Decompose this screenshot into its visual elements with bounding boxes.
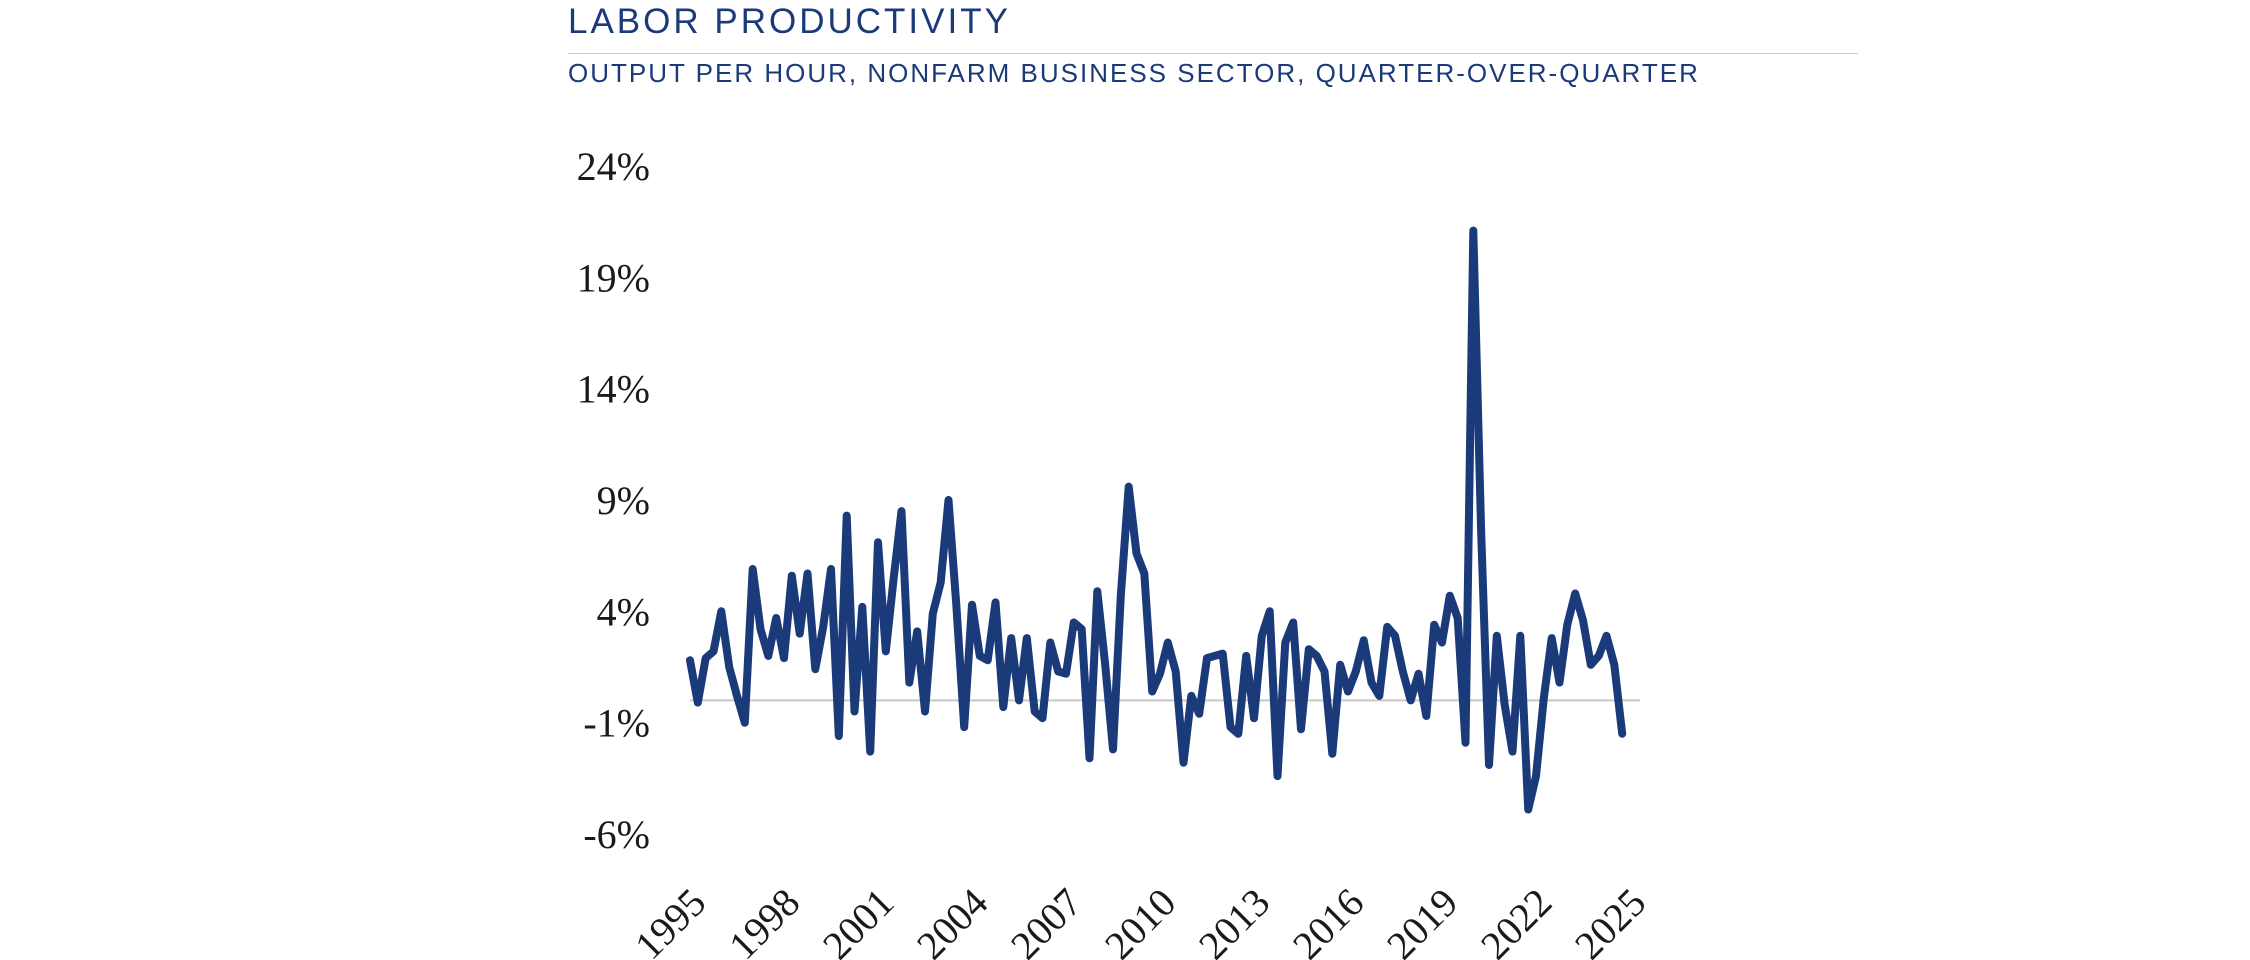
x-tick-label: 2001 <box>814 880 902 960</box>
x-tick-label: 2016 <box>1284 880 1372 960</box>
y-tick-label: 19% <box>577 255 650 300</box>
series-line <box>686 226 1627 814</box>
x-tick-label: 2019 <box>1378 880 1466 960</box>
y-tick-label: 24% <box>577 144 650 189</box>
y-tick-label: 9% <box>597 478 650 523</box>
y-tick-label: 14% <box>577 367 650 412</box>
x-tick-label: 2013 <box>1190 880 1278 960</box>
y-tick-label: -6% <box>583 812 650 857</box>
x-tick-label: 2004 <box>908 880 996 960</box>
x-tick-label: 2025 <box>1566 880 1654 960</box>
x-axis-ticks: 1995 1998 2001 2004 2007 2010 2013 2016 2019 2022… <box>626 880 1654 960</box>
x-tick-label: 2010 <box>1096 880 1184 960</box>
chart-subtitle: OUTPUT PER HOUR, NONFARM BUSINESS SECTOR… <box>568 58 1700 88</box>
chart-title: LABOR PRODUCTIVITY <box>568 2 1011 41</box>
y-axis-ticks: -6% -1% 4% 9% 14% 19% 24% <box>577 144 650 857</box>
y-tick-label: -1% <box>583 701 650 746</box>
x-tick-label: 2007 <box>1002 880 1090 960</box>
x-tick-label: 1998 <box>720 880 808 960</box>
title-divider <box>568 53 1858 54</box>
x-tick-label: 1995 <box>626 880 714 960</box>
y-tick-label: 4% <box>597 589 650 634</box>
x-tick-label: 2022 <box>1472 880 1560 960</box>
